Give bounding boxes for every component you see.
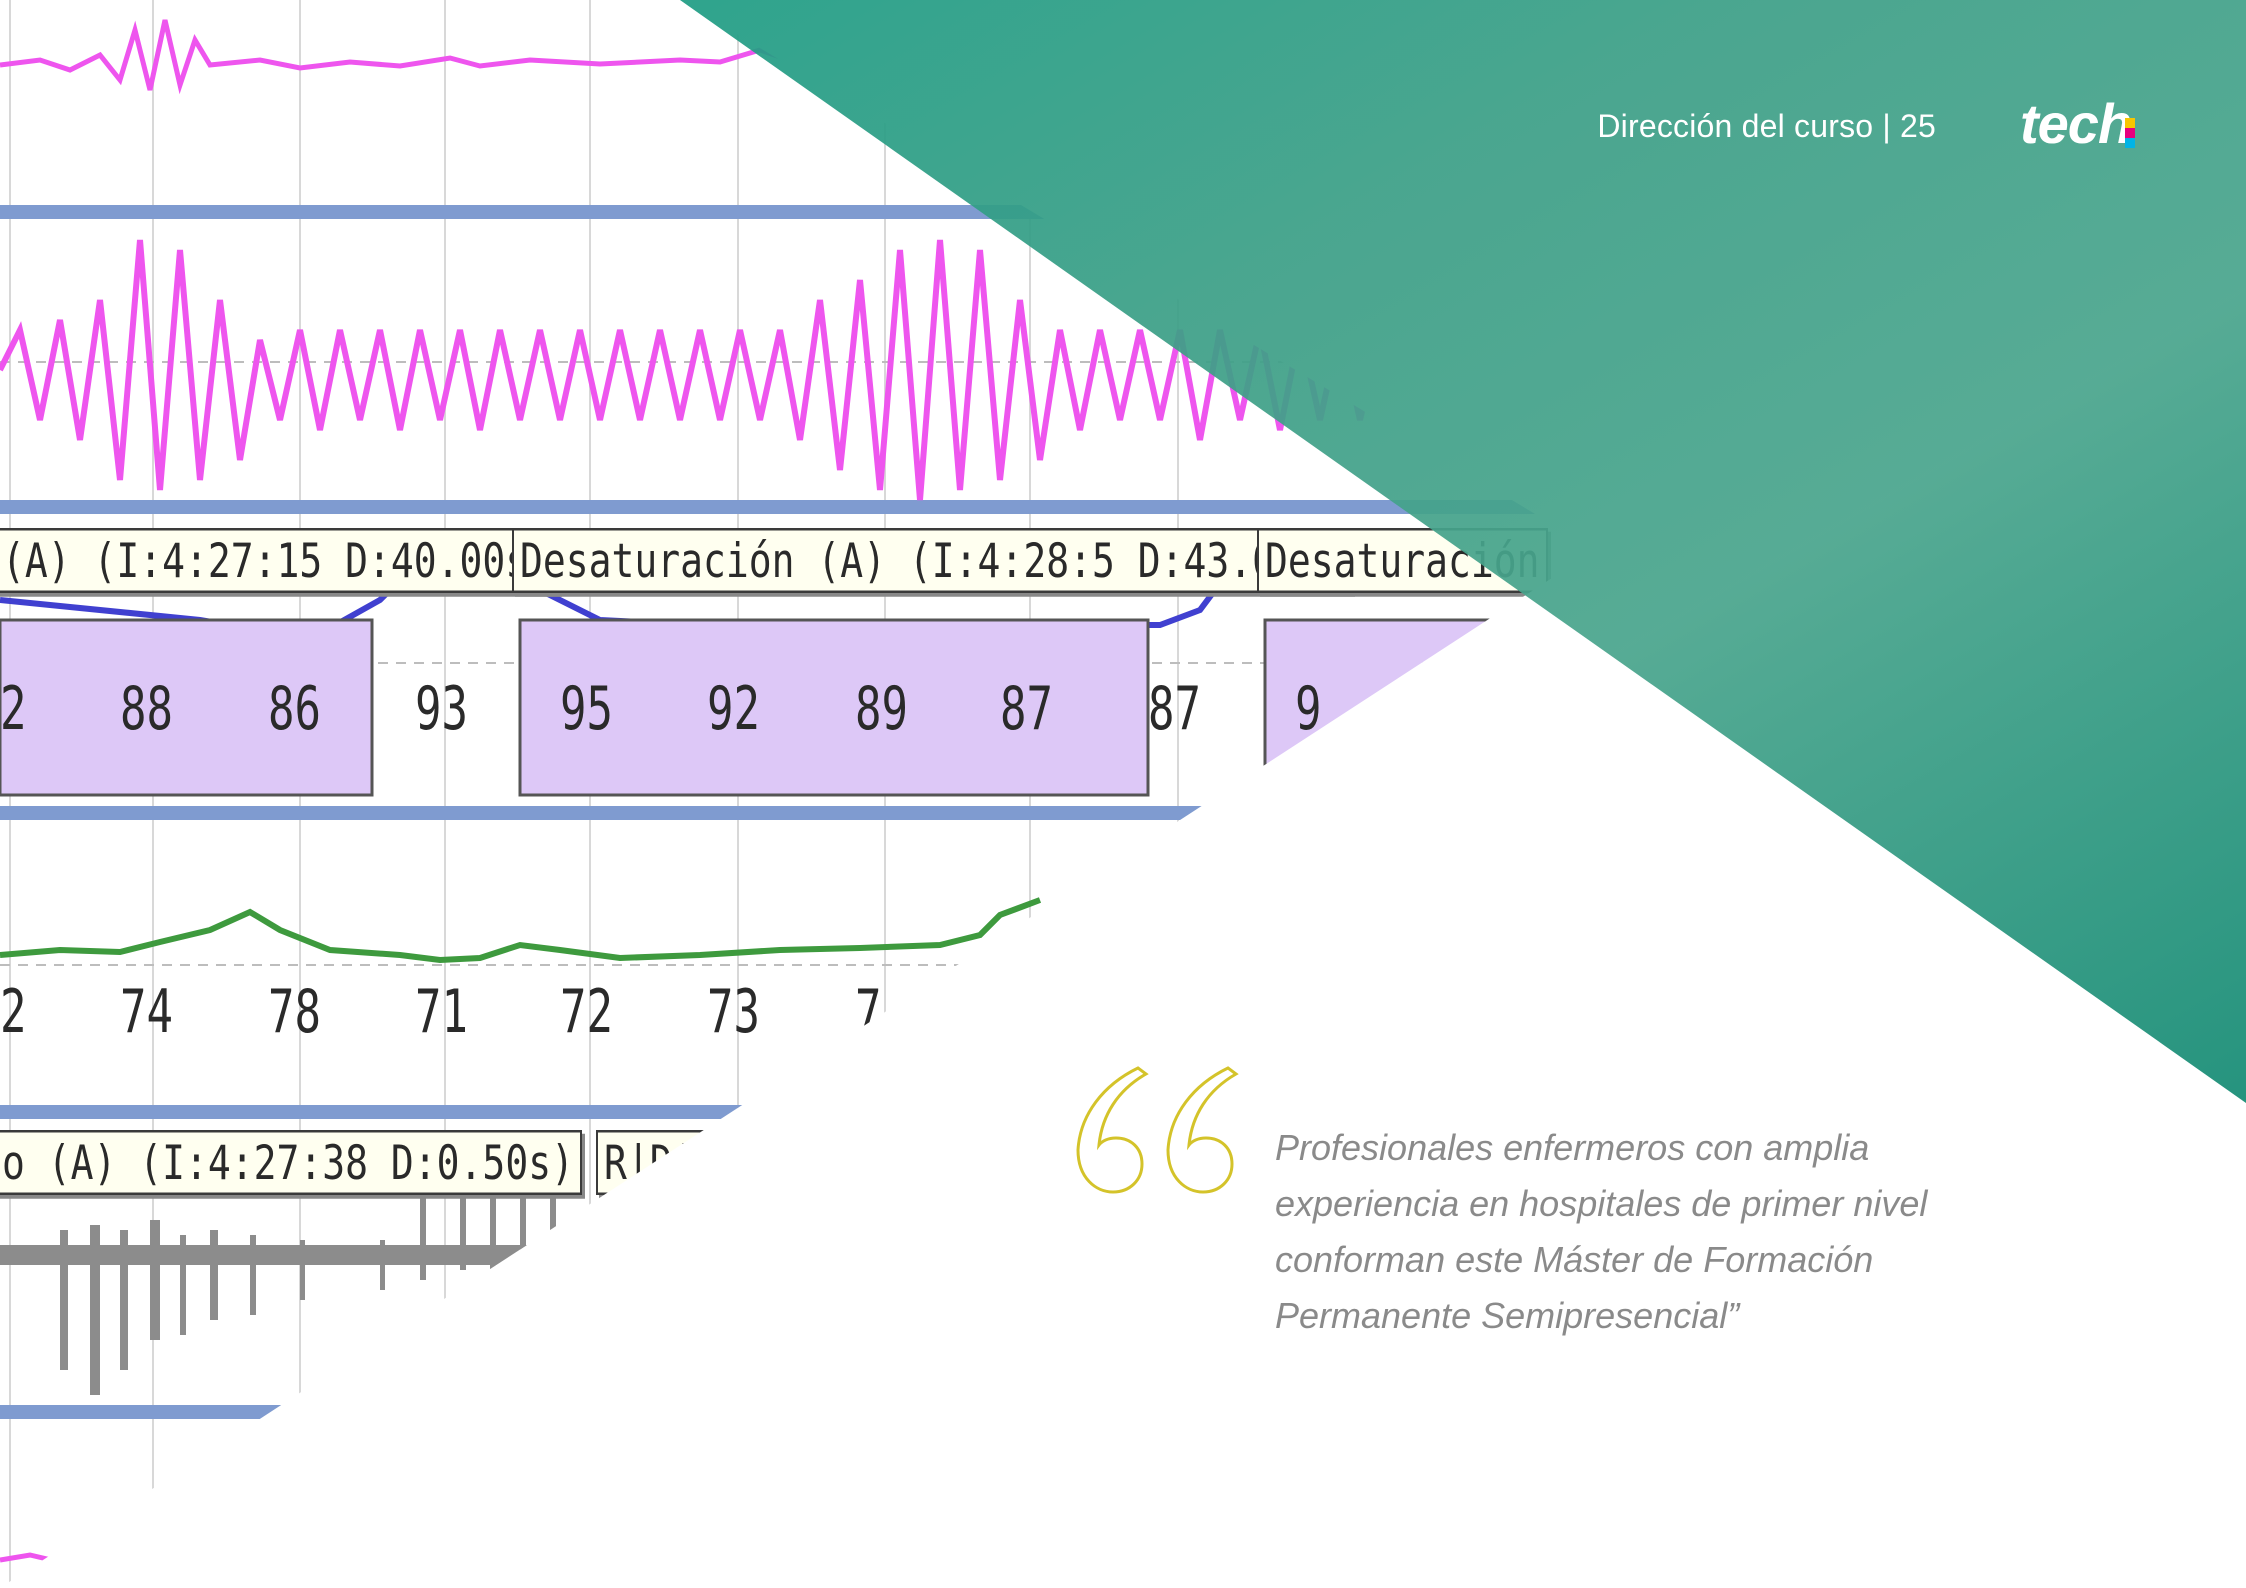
spo2-value: 87 xyxy=(1148,675,1201,744)
header-separator: | xyxy=(1882,108,1891,144)
heart-rate-value: 73 xyxy=(707,978,760,1047)
page-number: 25 xyxy=(1900,108,1936,144)
event-label: Desaturación (A) (I:4:28:5 D:43.00s) xyxy=(512,528,1352,593)
heart-rate-trend-line xyxy=(0,897,1042,964)
spo2-value: 87 xyxy=(1000,675,1053,744)
page-header: Dirección del curso | 25 xyxy=(1597,108,1936,145)
heart-rate-value: 74 xyxy=(120,978,173,1047)
spo2-value: 2 xyxy=(0,675,27,744)
waveform-bottom xyxy=(0,1547,121,1565)
quote-line: experiencia en hospitales de primer nive… xyxy=(1275,1183,1928,1224)
heart-rate-value: 72 xyxy=(560,978,613,1047)
spo2-value: 89 xyxy=(855,675,908,744)
quote-line: Profesionales enfermeros con amplia xyxy=(1275,1127,1870,1168)
spo2-value: 88 xyxy=(120,675,173,744)
quote-line: conforman este Máster de Formación xyxy=(1275,1239,1874,1280)
logo-accent-icon xyxy=(2125,118,2135,148)
spo2-value: 93 xyxy=(415,675,468,744)
quote-mark-icon xyxy=(1076,1066,1239,1194)
testimonial-quote: Profesionales enfermeros con amplia expe… xyxy=(1275,1120,1995,1344)
section-title: Dirección del curso xyxy=(1597,108,1874,144)
heart-rate-value: 78 xyxy=(268,978,321,1047)
spo2-value: 92 xyxy=(707,675,760,744)
spo2-value: 9 xyxy=(1295,675,1322,744)
event-label: o (A) (I:4:27:38 D:0.50s) xyxy=(0,1130,582,1195)
spo2-value: 86 xyxy=(268,675,321,744)
spo2-value: 95 xyxy=(560,675,613,744)
event-label: (A) (I:4:27:15 D:40.00s) xyxy=(0,528,560,593)
event-label: R|D| xyxy=(596,1130,704,1195)
logo-text: tech xyxy=(2020,92,2132,155)
heart-rate-value: 2 xyxy=(0,978,27,1047)
tech-logo: tech xyxy=(2020,96,2132,152)
heart-rate-value: 71 xyxy=(415,978,468,1047)
desaturation-boxes xyxy=(0,618,1595,797)
quote-line: Permanente Semipresencial” xyxy=(1275,1295,1740,1336)
heart-rate-value: 7 xyxy=(855,978,882,1047)
